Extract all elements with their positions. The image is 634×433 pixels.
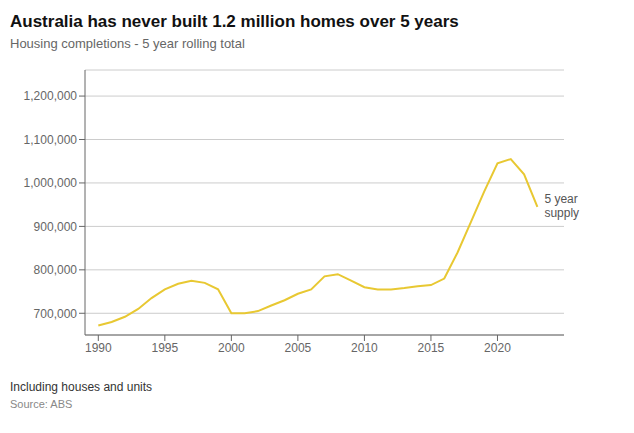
svg-text:800,000: 800,000: [34, 263, 78, 277]
svg-text:1,200,000: 1,200,000: [24, 89, 78, 103]
svg-text:2000: 2000: [218, 341, 245, 355]
svg-text:1,100,000: 1,100,000: [24, 133, 78, 147]
html-text:Including houses and units: Including houses and units: [10, 380, 153, 394]
svg-text:2020: 2020: [484, 341, 511, 355]
svg-text:2010: 2010: [351, 341, 378, 355]
html-text:Housing completions - 5 year r: Housing completions - 5 year rolling tot…: [10, 36, 245, 51]
svg-text:900,000: 900,000: [34, 220, 78, 234]
svg-text:2015: 2015: [418, 341, 445, 355]
svg-text:2005: 2005: [285, 341, 312, 355]
svg-text:1990: 1990: [85, 341, 112, 355]
svg-text:5 yearsupply: 5 yearsupply: [544, 192, 579, 220]
html-text:Source: ABS: Source: ABS: [10, 398, 73, 410]
svg-text:1,000,000: 1,000,000: [24, 176, 78, 190]
svg-text:700,000: 700,000: [34, 307, 78, 321]
svg-text:1995: 1995: [151, 341, 178, 355]
html-text:Australia has never built 1.2: Australia has never built 1.2 million ho…: [10, 12, 459, 31]
